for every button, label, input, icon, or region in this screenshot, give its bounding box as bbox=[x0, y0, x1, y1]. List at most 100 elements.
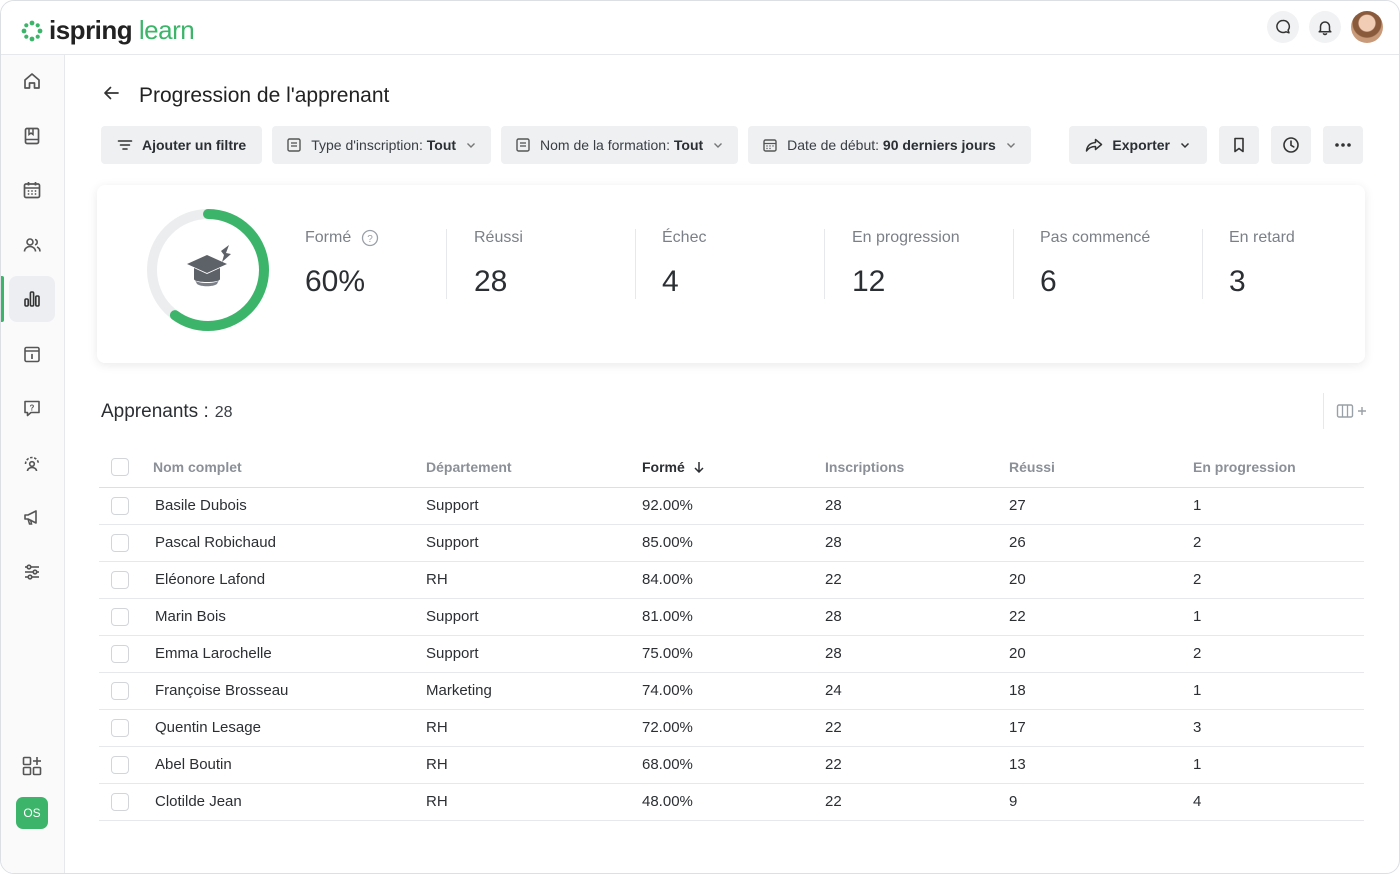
plus-icon bbox=[1358, 407, 1366, 415]
cell-name[interactable]: Marin Bois bbox=[153, 598, 426, 636]
table-row[interactable]: Basile Dubois Support 92.00% 28 27 1 bbox=[99, 487, 1364, 525]
cell-in-progress: 1 bbox=[1193, 672, 1364, 710]
row-checkbox[interactable] bbox=[111, 533, 129, 552]
course-name-filter[interactable]: Nom de la formation: Tout bbox=[501, 126, 739, 164]
stat-not-started-label: Pas commencé bbox=[1040, 229, 1151, 246]
cell-name[interactable]: Emma Larochelle bbox=[153, 635, 426, 673]
help-circle-icon[interactable]: ? bbox=[361, 229, 379, 247]
chevron-down-icon bbox=[714, 143, 723, 148]
cell-passed: 17 bbox=[1009, 709, 1193, 747]
stat-in-progress-value: 12 bbox=[852, 265, 886, 298]
cell-department: Support bbox=[426, 487, 642, 525]
table-row[interactable]: Françoise Brosseau Marketing 74.00% 24 18 1 bbox=[99, 672, 1364, 710]
support-icon[interactable] bbox=[9, 440, 55, 486]
users-icon[interactable] bbox=[9, 222, 55, 268]
cell-name[interactable]: Eléonore Lafond bbox=[153, 561, 426, 599]
column-settings-button[interactable] bbox=[1323, 393, 1367, 429]
start-date-filter[interactable]: Date de début: 90 derniers jours bbox=[748, 126, 1031, 164]
cell-name[interactable]: Abel Boutin bbox=[153, 746, 426, 784]
cell-department: RH bbox=[426, 746, 642, 784]
megaphone-icon[interactable] bbox=[9, 494, 55, 540]
cell-name[interactable]: Clotilde Jean bbox=[153, 783, 426, 821]
brand-accent: learn bbox=[138, 15, 195, 45]
column-header-passed[interactable]: Réussi bbox=[1009, 447, 1193, 488]
cell-name[interactable]: Françoise Brosseau bbox=[153, 672, 426, 710]
back-arrow-icon[interactable] bbox=[101, 83, 121, 108]
table-row[interactable]: Clotilde Jean RH 48.00% 22 9 4 bbox=[99, 783, 1364, 821]
table-row[interactable]: Emma Larochelle Support 75.00% 28 20 2 bbox=[99, 635, 1364, 673]
sidebar: ? OS bbox=[1, 55, 65, 873]
info-icon[interactable] bbox=[9, 331, 55, 377]
row-checkbox[interactable] bbox=[111, 755, 129, 774]
bookmark-icon bbox=[1234, 137, 1244, 153]
cell-trained: 75.00% bbox=[642, 635, 825, 673]
learners-table: Nom complet Département Formé Inscriptio… bbox=[99, 447, 1364, 821]
table-row[interactable]: Eléonore Lafond RH 84.00% 22 20 2 bbox=[99, 561, 1364, 599]
table-row[interactable]: Quentin Lesage RH 72.00% 22 17 3 bbox=[99, 709, 1364, 747]
row-checkbox[interactable] bbox=[111, 792, 129, 811]
chat-icon[interactable] bbox=[1267, 11, 1299, 43]
cell-enrollments: 22 bbox=[825, 783, 1009, 821]
bookmark-button[interactable] bbox=[1219, 126, 1259, 164]
enrollment-type-filter[interactable]: Type d'inscription: Tout bbox=[272, 126, 492, 164]
row-checkbox[interactable] bbox=[111, 644, 129, 663]
home-icon[interactable] bbox=[9, 58, 55, 104]
column-header-name[interactable]: Nom complet bbox=[153, 447, 426, 488]
cell-name[interactable]: Quentin Lesage bbox=[153, 709, 426, 747]
main-content: Progression de l'apprenant Ajouter un fi… bbox=[65, 55, 1399, 873]
cell-trained: 81.00% bbox=[642, 598, 825, 636]
row-checkbox[interactable] bbox=[111, 607, 129, 626]
stat-passed-label: Réussi bbox=[474, 229, 523, 246]
cell-passed: 13 bbox=[1009, 746, 1193, 784]
row-checkbox[interactable] bbox=[111, 681, 129, 700]
calendar-icon[interactable] bbox=[9, 167, 55, 213]
column-header-enrollments[interactable]: Inscriptions bbox=[825, 447, 1009, 488]
table-row[interactable]: Abel Boutin RH 68.00% 22 13 1 bbox=[99, 746, 1364, 784]
cell-trained: 68.00% bbox=[642, 746, 825, 784]
workspace-badge[interactable]: OS bbox=[16, 797, 48, 829]
svg-text:?: ? bbox=[30, 404, 35, 413]
row-checkbox[interactable] bbox=[111, 570, 129, 589]
cell-name[interactable]: Basile Dubois bbox=[153, 487, 426, 525]
graduation-cap-icon bbox=[187, 245, 231, 287]
share-icon bbox=[1086, 138, 1103, 152]
column-header-trained[interactable]: Formé bbox=[642, 447, 825, 488]
table-row[interactable]: Marin Bois Support 81.00% 28 22 1 bbox=[99, 598, 1364, 636]
history-button[interactable] bbox=[1271, 126, 1311, 164]
cell-enrollments: 22 bbox=[825, 709, 1009, 747]
user-avatar[interactable] bbox=[1351, 11, 1383, 43]
add-filter-button[interactable]: Ajouter un filtre bbox=[101, 126, 263, 164]
column-header-in-progress[interactable]: En progression bbox=[1193, 447, 1364, 488]
cell-enrollments: 28 bbox=[825, 635, 1009, 673]
book-icon[interactable] bbox=[9, 113, 55, 159]
more-options-button[interactable] bbox=[1323, 126, 1363, 164]
settings-icon[interactable] bbox=[9, 549, 55, 595]
logo[interactable]: ispring learn bbox=[21, 15, 195, 46]
cell-in-progress: 1 bbox=[1193, 598, 1364, 636]
cell-in-progress: 2 bbox=[1193, 524, 1364, 562]
table-row[interactable]: Pascal Robichaud Support 85.00% 28 26 2 bbox=[99, 524, 1364, 562]
help-icon[interactable]: ? bbox=[9, 385, 55, 431]
select-all-checkbox[interactable] bbox=[111, 457, 129, 476]
row-checkbox[interactable] bbox=[111, 718, 129, 737]
column-header-department[interactable]: Département bbox=[426, 447, 642, 488]
bell-icon[interactable] bbox=[1309, 11, 1341, 43]
more-icon bbox=[1335, 143, 1351, 147]
cell-department: RH bbox=[426, 783, 642, 821]
chart-icon[interactable] bbox=[1, 276, 55, 322]
stat-trained: Formé ? 60% bbox=[305, 229, 379, 299]
svg-text:?: ? bbox=[367, 234, 373, 245]
cell-department: Marketing bbox=[426, 672, 642, 710]
add-widget-icon[interactable] bbox=[9, 743, 55, 789]
learners-heading: Apprenants : 28 bbox=[101, 401, 233, 423]
cell-passed: 18 bbox=[1009, 672, 1193, 710]
export-button[interactable]: Exporter bbox=[1069, 126, 1207, 164]
cell-enrollments: 28 bbox=[825, 487, 1009, 525]
cell-trained: 85.00% bbox=[642, 524, 825, 562]
cell-passed: 27 bbox=[1009, 487, 1193, 525]
row-checkbox[interactable] bbox=[111, 496, 129, 515]
cell-name[interactable]: Pascal Robichaud bbox=[153, 524, 426, 562]
stat-trained-value: 60% bbox=[305, 265, 366, 298]
stat-passed-value: 28 bbox=[474, 265, 508, 298]
calendar-icon bbox=[763, 139, 777, 152]
